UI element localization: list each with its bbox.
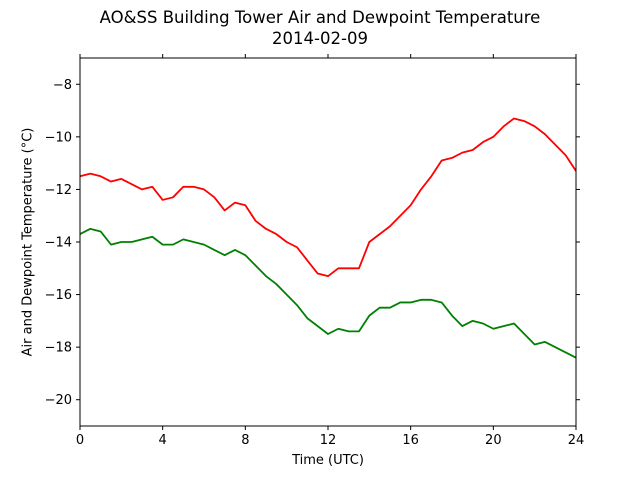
series-line-1: [79, 227, 577, 359]
chart-subtitle: 2014-02-09: [272, 29, 368, 48]
y-tick-label: −8: [53, 78, 72, 93]
x-tick-label: 20: [485, 433, 502, 448]
chart-title: AO&SS Building Tower Air and Dewpoint Te…: [99, 8, 541, 27]
x-tick-label: 12: [320, 433, 337, 448]
tick-layer: 0 4 8 12 16 20 24 −20 −18 −16 −14 −12 −10 −8: [45, 54, 585, 448]
x-axis-label: Time (UTC): [292, 453, 364, 468]
y-tick-label: −20: [45, 393, 72, 408]
y-tick-label: −18: [45, 341, 72, 356]
plot-frame: [79, 57, 577, 427]
x-tick-label: 24: [568, 433, 585, 448]
y-tick-label: −10: [45, 130, 72, 145]
y-axis-label: Air and Dewpoint Temperature (°C): [20, 127, 36, 357]
y-tick-label: −16: [45, 288, 72, 303]
plot-layer: [79, 117, 577, 359]
series-line-0: [79, 117, 577, 278]
x-tick-label: 0: [76, 433, 84, 448]
x-tick-label: 16: [402, 433, 419, 448]
x-tick-label: 4: [159, 433, 167, 448]
y-tick-label: −12: [45, 183, 72, 198]
x-tick-label: 8: [241, 433, 249, 448]
y-tick-label: −14: [45, 236, 72, 251]
